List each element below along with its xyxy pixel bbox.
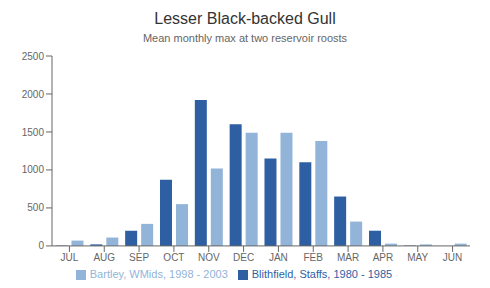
svg-text:0: 0 (38, 240, 44, 251)
svg-text:2500: 2500 (22, 51, 45, 62)
svg-text:500: 500 (27, 202, 44, 213)
svg-text:JUL: JUL (61, 252, 79, 263)
svg-text:APR: APR (373, 252, 394, 263)
svg-text:SEP: SEP (129, 252, 149, 263)
svg-text:1000: 1000 (22, 164, 45, 175)
svg-text:MAY: MAY (407, 252, 428, 263)
svg-text:DEC: DEC (233, 252, 254, 263)
svg-text:OCT: OCT (163, 252, 184, 263)
svg-text:FEB: FEB (304, 252, 324, 263)
svg-text:1500: 1500 (22, 127, 45, 138)
svg-text:MAR: MAR (337, 252, 359, 263)
svg-text:AUG: AUG (93, 252, 115, 263)
svg-text:JUN: JUN (443, 252, 462, 263)
svg-text:NOV: NOV (198, 252, 220, 263)
html-text:Lesser Black-backed Gull: Lesser Black-backed Gull (154, 10, 336, 27)
svg-text:2000: 2000 (22, 89, 45, 100)
html-text:Mean monthly max at two reserv: Mean monthly max at two reservoir roosts (142, 32, 348, 44)
svg-text:JAN: JAN (269, 252, 288, 263)
html-text:Bartley, WMids, 1998 - 2003: Bartley, WMids, 1998 - 2003 (89, 267, 228, 280)
html-text:Blithfield, Staffs, 1980 - 198: Blithfield, Staffs, 1980 - 1985 (251, 267, 393, 280)
